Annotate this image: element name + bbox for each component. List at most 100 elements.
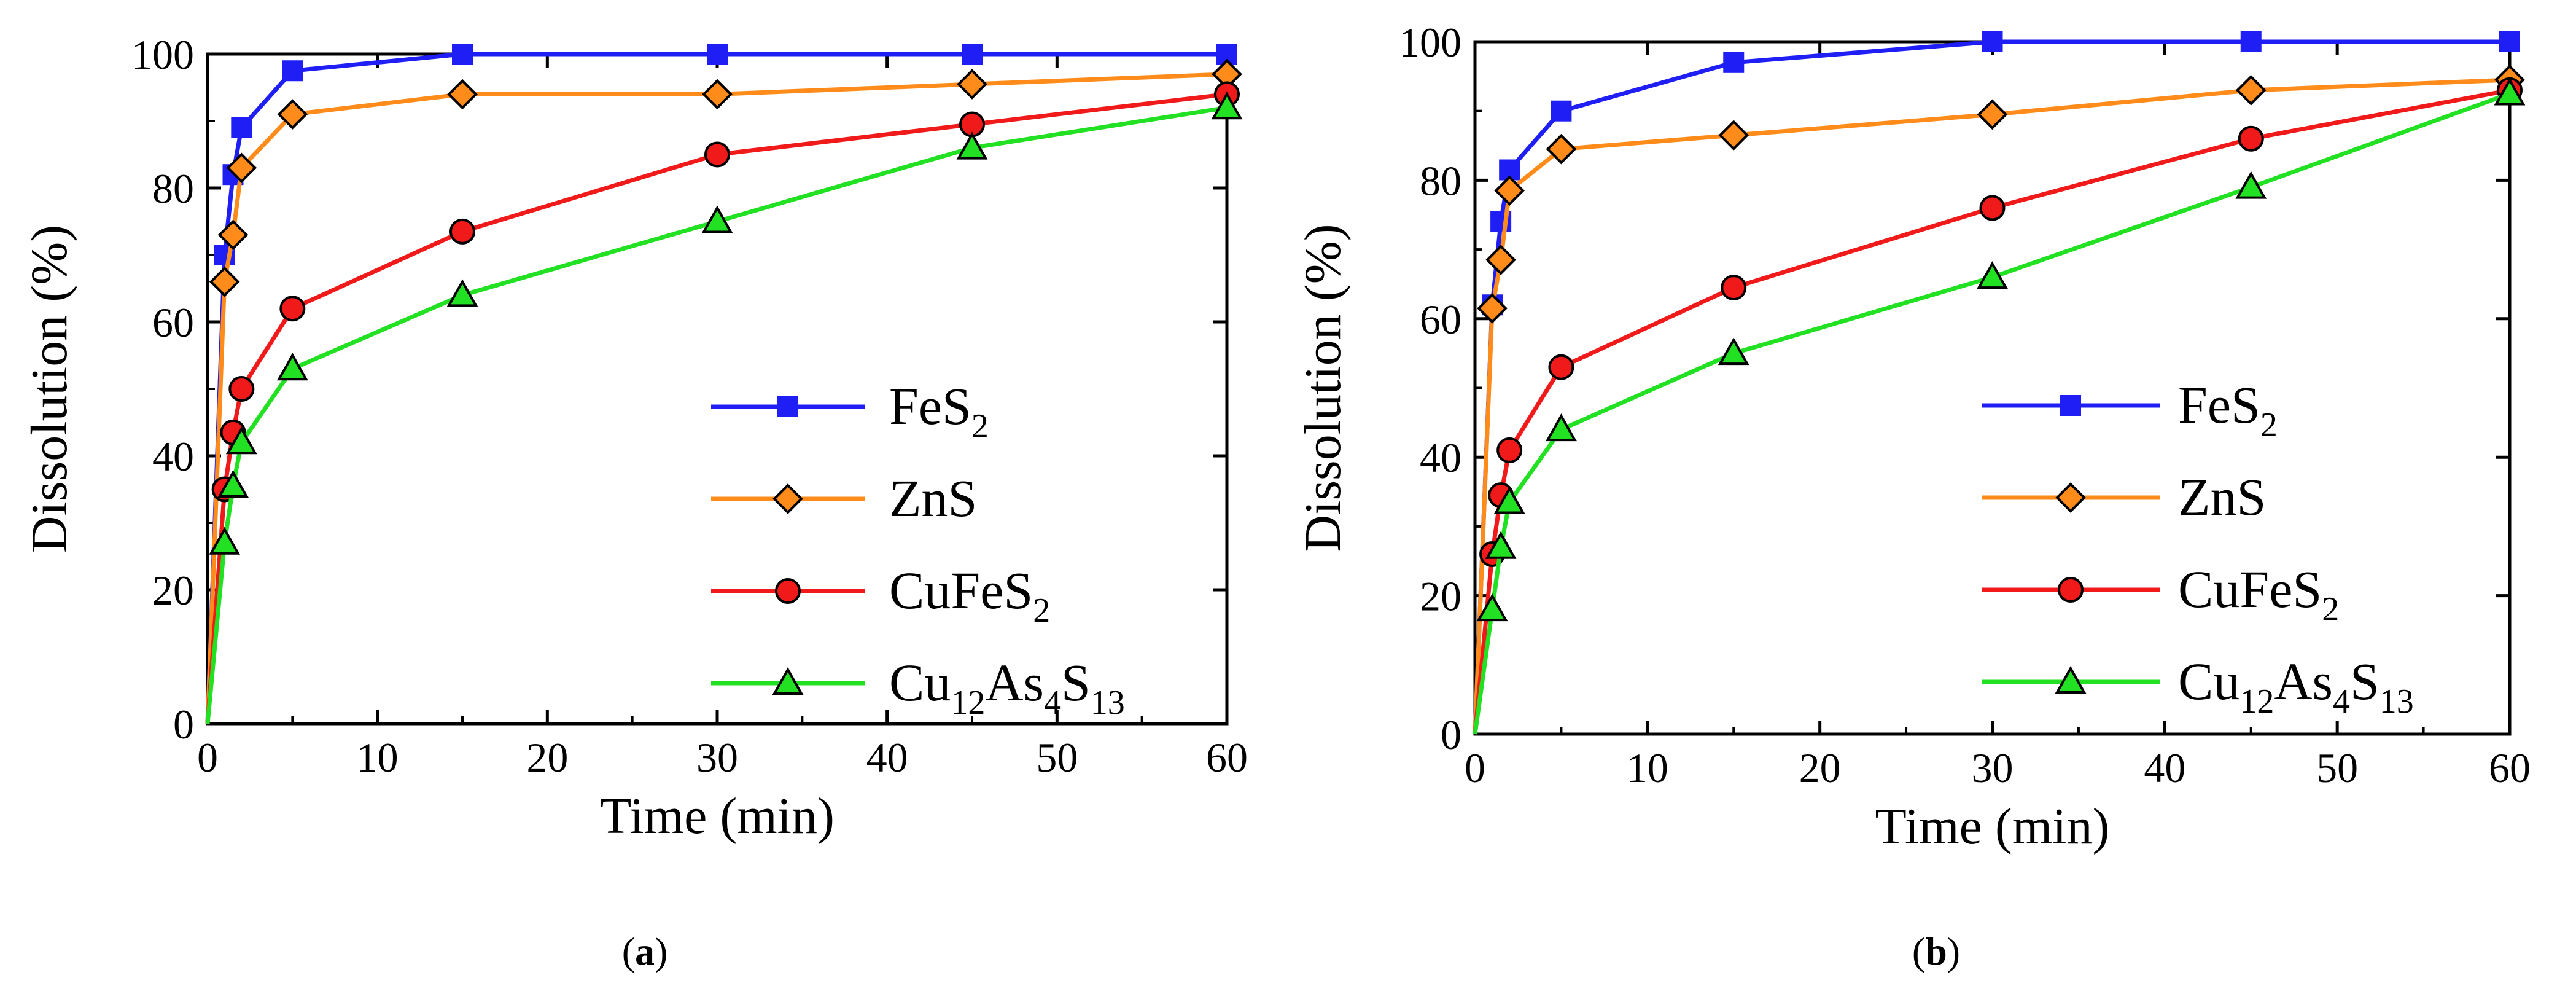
x-tick-label: 60 [1206,734,1248,781]
caption-close: ) [655,930,667,973]
y-tick-label: 60 [152,299,194,346]
data-point-FeS2 [962,44,983,65]
series-Cu12As4S13 [205,92,1243,724]
data-point-FeS2 [2499,31,2520,52]
legend-label-Cu12As4S13-part: 12 [951,684,985,722]
legend-label-CuFeS2-part: 2 [2322,590,2339,628]
legend-marker-Cu12As4S13 [2055,665,2087,694]
legend-label-Cu12As4S13: Cu12As4S13 [2178,652,2414,721]
legend-label-Cu12As4S13-part: Cu [2178,652,2239,711]
series-line-ZnS [205,72,1228,724]
y-tick-label: 0 [1441,711,1461,758]
data-point-FeS2 [707,44,728,65]
data-point-FeS2 [231,117,252,138]
data-point-Cu12As4S13 [1718,337,1749,366]
data-point-Cu12As4S13 [701,205,733,233]
x-tick-label: 0 [1465,745,1485,791]
legend-item-Cu12As4S13: Cu12As4S13 [1982,652,2414,721]
legend-marker-ZnS [772,483,803,514]
data-point-ZnS [1718,120,1749,151]
x-axis-title: Time (min) [600,788,835,845]
y-tick-label: 40 [1420,434,1461,481]
x-tick-label: 40 [866,734,908,781]
legend-label-CuFeS2: CuFeS2 [889,561,1050,630]
legend-marker-Cu12As4S13 [772,667,804,695]
data-point-ZnS [277,99,308,130]
legend-label-Cu12As4S13: Cu12As4S13 [889,653,1125,722]
data-point-Cu12As4S13 [1476,593,1508,622]
y-tick-label: 20 [152,567,194,614]
legend-label-ZnS: ZnS [2178,468,2266,526]
x-tick-label: 40 [2144,745,2185,791]
data-point-FeS2 [1982,31,2003,52]
legend-label-FeS2-part: 2 [2260,406,2278,444]
legend-marker-CuFeS2 [2058,577,2084,603]
data-point-ZnS [1477,293,1508,324]
data-point-Cu12As4S13 [1545,413,1577,442]
data-point-ZnS [1546,133,1577,165]
legend-item-FeS2: FeS2 [711,377,989,445]
x-axis-title: Time (min) [1875,798,2110,855]
data-point-ZnS [702,79,733,110]
x-tick-label: 20 [526,734,568,781]
figure-caption: (a) [622,930,668,973]
data-point-Cu12As4S13 [276,353,308,381]
legend-label-FeS2-part: 2 [971,407,989,445]
legend-label-FeS2-part: FeS [889,377,971,436]
data-point-ZnS [447,79,478,110]
data-point-ZnS [209,266,240,297]
data-point-FeS2 [282,60,303,82]
legend-label-CuFeS2-part: CuFeS [889,561,1033,620]
legend-label-CuFeS2-part: CuFeS [2178,560,2322,619]
caption-letter: a [635,930,655,973]
y-axis-title: Dissolution (%) [1294,224,1352,552]
y-tick-label: 100 [1399,19,1461,66]
data-point-ZnS [957,69,987,100]
y-axis-title: Dissolution (%) [21,225,78,553]
y-tick-label: 0 [173,701,194,748]
series-CuFeS2 [205,81,1240,724]
x-tick-label: 30 [696,734,738,781]
y-tick-label: 20 [1420,573,1461,620]
legend-item-ZnS: ZnS [711,469,977,528]
legend-label-Cu12As4S13-part: As [985,653,1044,712]
legend-label-Cu12As4S13-part: 4 [1044,684,1061,722]
x-tick-label: 30 [1972,745,2014,791]
legend-item-ZnS: ZnS [1982,468,2266,526]
series-line-CuFeS2 [1473,88,2510,735]
data-point-Cu12As4S13 [209,526,241,555]
legend-label-CuFeS2: CuFeS2 [2178,560,2339,628]
data-point-CuFeS2 [449,218,475,245]
x-tick-label: 60 [2489,745,2531,791]
y-tick-label: 60 [1420,296,1461,343]
chart-b: 0 10 20 30 40 50 60 0 20 40 60 80 100 Time (min) Disso… [1294,19,2531,973]
data-point-CuFeS2 [1721,275,1747,301]
y-tick-label: 40 [152,433,194,480]
data-point-CuFeS2 [1496,437,1523,463]
data-point-ZnS [217,219,249,251]
series-ZnS [1473,65,2525,735]
caption-open: ( [1912,930,1925,973]
data-point-CuFeS2 [1548,354,1574,380]
data-point-Cu12As4S13 [1211,92,1243,120]
data-point-Cu12As4S13 [1493,486,1525,514]
data-point-ZnS [226,152,257,184]
data-point-CuFeS2 [279,296,306,322]
x-tick-label: 50 [1036,734,1078,781]
series-Cu12As4S13 [1473,77,2526,735]
legend-label-Cu12As4S13-part: 12 [2239,683,2274,721]
legend-label-CuFeS2-part: 2 [1033,592,1050,630]
data-point-Cu12As4S13 [956,131,988,160]
x-tick-label: 0 [197,734,218,781]
legend-label-ZnS-part: ZnS [889,469,977,528]
data-point-CuFeS2 [228,376,255,402]
data-point-ZnS [2235,75,2267,106]
data-point-CuFeS2 [704,141,730,168]
x-tick-label: 20 [1799,745,1841,791]
data-point-Cu12As4S13 [1485,531,1517,559]
chart-a: 0 10 20 30 40 50 60 0 20 40 60 80 100 Time (min) Disso… [21,31,1248,973]
legend-label-Cu12As4S13-part: As [2274,652,2333,711]
legend-item-CuFeS2: CuFeS2 [711,561,1050,630]
